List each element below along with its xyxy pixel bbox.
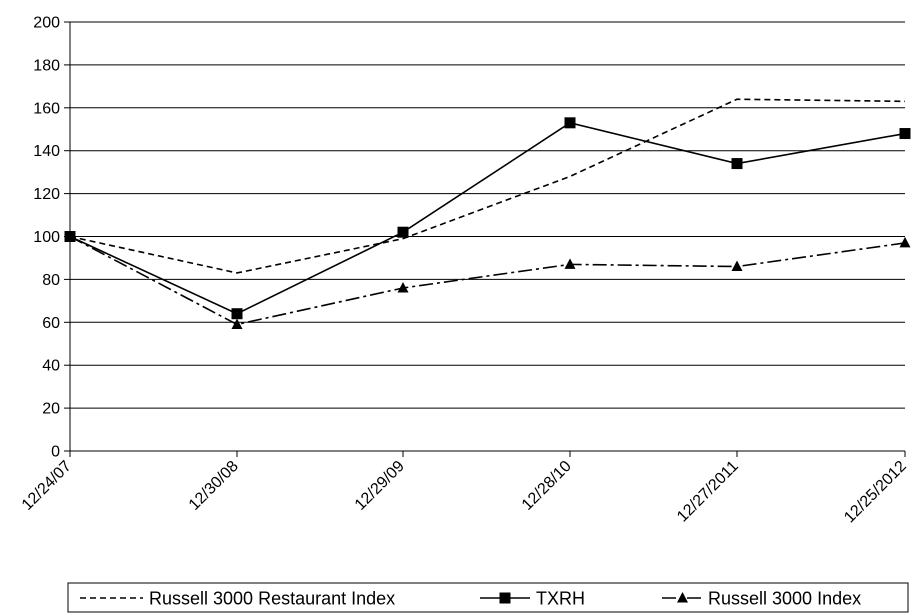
- data-point-marker: [731, 260, 743, 272]
- y-tick-label: 120: [33, 186, 60, 203]
- data-point-marker: [564, 258, 576, 269]
- y-tick-label: 0: [51, 444, 60, 461]
- y-tick-label: 20: [42, 401, 60, 418]
- data-point-marker: [564, 117, 576, 129]
- data-point-marker: [64, 230, 76, 241]
- legend-item: Russell 3000 Index: [662, 589, 861, 609]
- x-tick-label: 12/29/09: [352, 458, 408, 514]
- series-line: [69, 98, 906, 274]
- data-point-marker: [231, 318, 243, 329]
- legend-item: Russell 3000 Restaurant Index: [80, 589, 395, 609]
- series-1: [64, 117, 911, 320]
- y-tick-label: 60: [42, 315, 60, 332]
- y-tick-label: 160: [33, 100, 60, 117]
- axes: [64, 21, 906, 457]
- data-point-marker: [231, 308, 243, 320]
- y-axis-tick-labels: 0 20 40 60 80 100 120 140 160 180 200: [33, 15, 60, 461]
- series-2: [64, 230, 911, 329]
- y-tick-label: 40: [42, 358, 60, 375]
- data-point-marker: [397, 281, 409, 293]
- x-tick-label: 12/27/2011: [674, 458, 742, 526]
- x-tick-label: 12/25/2012: [841, 458, 910, 527]
- data-point-marker: [397, 226, 409, 238]
- y-tick-label: 140: [33, 143, 60, 160]
- data-point-marker: [899, 236, 911, 248]
- legend: Russell 3000 Restaurant Index TXRH Russell…: [67, 582, 909, 613]
- legend-swatch-marker: [677, 592, 688, 603]
- legend-label: TXRH: [536, 589, 585, 609]
- y-tick-label: 200: [33, 15, 60, 32]
- legend-swatch-marker: [499, 592, 511, 604]
- data-point-marker: [731, 158, 743, 170]
- legend-label: Russell 3000 Restaurant Index: [149, 589, 395, 609]
- series-line: [69, 121, 906, 315]
- series-lines: [64, 98, 911, 329]
- y-tick-label: 100: [33, 229, 60, 246]
- x-tick-label: 12/24/07: [19, 458, 75, 514]
- legend-border: [67, 582, 909, 613]
- y-tick-label: 180: [33, 57, 60, 74]
- series-line: [69, 235, 906, 326]
- series-0: [69, 98, 906, 274]
- x-axis-tick-labels: 12/24/07 12/30/08 12/29/09 12/28/10 12/27/20…: [19, 458, 910, 527]
- x-tick-label: 12/30/08: [186, 458, 242, 514]
- gridlines: [70, 21, 905, 452]
- legend-item: TXRH: [480, 589, 585, 609]
- legend-label: Russell 3000 Index: [708, 589, 861, 609]
- x-tick-label: 12/28/10: [519, 458, 575, 514]
- data-point-marker: [899, 128, 911, 140]
- y-tick-label: 80: [42, 272, 60, 289]
